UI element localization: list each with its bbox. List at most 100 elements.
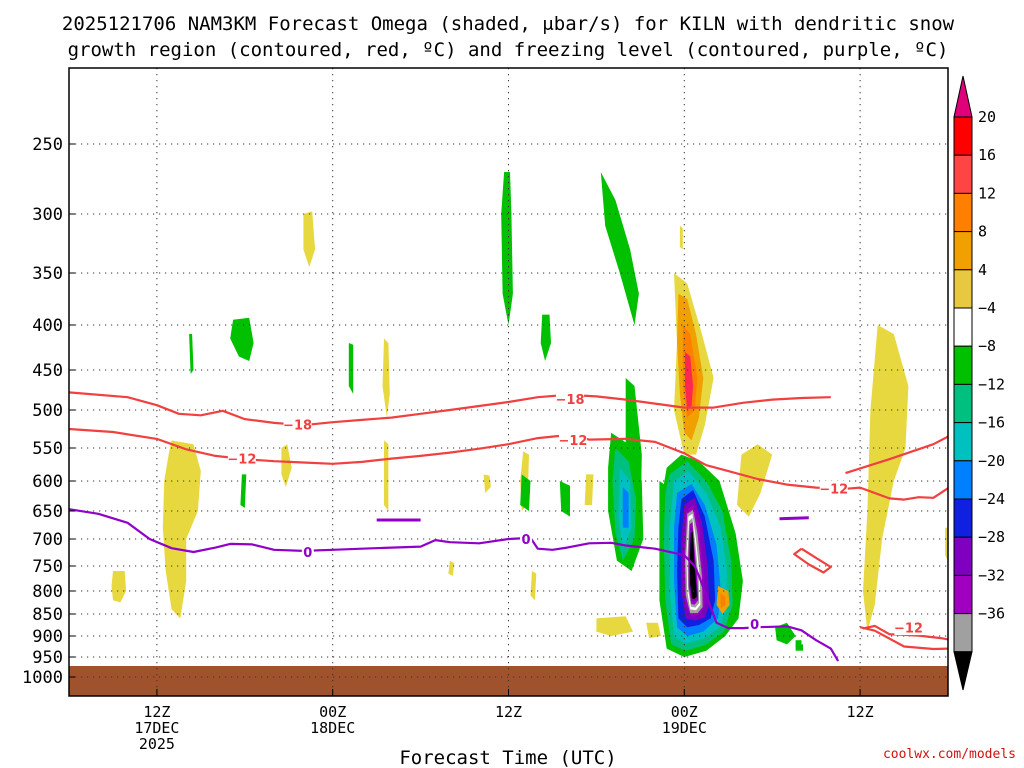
omega-region-53: [720, 593, 726, 609]
credit-link[interactable]: coolwx.com/models: [883, 747, 1016, 762]
omega-region-6: [530, 571, 537, 601]
omega-region-12: [596, 616, 633, 636]
omega-region-54: [795, 644, 803, 651]
omega-region-10: [737, 444, 773, 517]
omega-region-2: [303, 211, 316, 268]
colorbar-cell-5: [953, 307, 973, 347]
omega-region-23: [189, 334, 194, 374]
chart-title-line1: 2025121706 NAM3KM Forecast Omega (shaded…: [62, 13, 955, 35]
dgz-label--12-3: −12: [894, 622, 923, 637]
colorbar-label-8: −16: [978, 414, 1005, 432]
x-tick-label-6-2: 2025: [139, 735, 175, 753]
colorbar-label-9: −20: [978, 452, 1005, 470]
y-tick-label-900: 900: [32, 627, 63, 647]
colorbar-label-13: −36: [978, 605, 1005, 623]
dgz-label--18-0: −18: [283, 419, 312, 434]
colorbar-cell-3: [953, 231, 973, 271]
freezing-level-label-2-bg: [748, 616, 761, 632]
colorbar-cell-9: [953, 460, 973, 500]
omega-region-30: [775, 622, 796, 645]
colorbar-cell-8: [953, 422, 973, 462]
freezing-level-surface-segment-2: [779, 516, 809, 521]
dgz-contour-m18-line: [68, 391, 831, 427]
chart-title-line2: growth region (contoured, red, ºC) and f…: [68, 39, 949, 61]
omega-region-20: [540, 314, 551, 361]
dgz-label--18-1-bg: [556, 391, 585, 407]
colorbar-label-11: −28: [978, 528, 1005, 546]
dgz-contour-m12-right: [845, 435, 949, 475]
omega-region-51: [685, 352, 694, 410]
dgz-label--12-3-bg: [894, 620, 923, 636]
dgz-label--12-2: −12: [819, 482, 848, 497]
dgz-label--12-1-bg: [558, 432, 587, 448]
x-tick-label-42-1: 19DEC: [662, 719, 707, 737]
y-tick-label-550: 550: [32, 439, 63, 459]
colorbar-label-10: −24: [978, 490, 1005, 508]
temperature-contours: −18 −18 −12 −12 −12 −12 0 0 0: [68, 391, 949, 662]
y-tick-label-250: 250: [32, 135, 63, 155]
colorbar-label-1: 16: [978, 146, 996, 164]
plot-frame: [68, 67, 949, 697]
colorbar-label-12: −32: [978, 566, 1005, 584]
colorbar-label-3: 8: [978, 223, 987, 241]
y-tick-label-600: 600: [32, 472, 63, 492]
freezing-level-label-1: 0: [522, 533, 531, 548]
x-tick-label-6-0: 12Z: [143, 703, 170, 721]
y-tick-label-450: 450: [32, 361, 63, 381]
y-tick-label-650: 650: [32, 502, 63, 522]
y-tick-label-400: 400: [32, 316, 63, 336]
freezing-level-label-0-bg: [301, 544, 314, 560]
omega-shading: [111, 172, 948, 657]
x-tick-label-18-0: 00Z: [319, 703, 346, 721]
colorbar-cell-11: [953, 536, 973, 576]
omega-region-25: [240, 474, 247, 508]
omega-region-36: [622, 487, 629, 528]
dgz-label--12-1: −12: [558, 434, 587, 449]
y-tick-label-800: 800: [32, 582, 63, 602]
omega-region-17: [448, 560, 455, 576]
y-tick-label-700: 700: [32, 530, 63, 550]
colorbar-cell-2: [953, 192, 973, 233]
colorbar-top-arrow: [953, 75, 973, 118]
dgz-contour-m12-lower2: [859, 626, 949, 651]
x-tick-label-18-1: 18DEC: [310, 719, 355, 737]
colorbar-label-6: −8: [978, 337, 996, 355]
omega-region-27: [559, 481, 570, 517]
omega-region-22: [230, 317, 254, 361]
x-tick-label-30-0: 12Z: [495, 703, 522, 721]
x-tick-label-6-1: 17DEC: [134, 719, 179, 737]
colorbar-cell-13: [953, 613, 973, 653]
y-tick-label-750: 750: [32, 557, 63, 577]
freezing-level-label-0: 0: [303, 546, 312, 561]
omega-region-8: [384, 440, 389, 511]
colorbar-label-4: 4: [978, 261, 987, 279]
y-tick-label-350: 350: [32, 264, 63, 284]
x-tick-label-54-0: 12Z: [847, 703, 874, 721]
colorbar-cell-10: [953, 498, 973, 538]
y-tick-label-1000: 1000: [22, 668, 63, 688]
colorbar-label-0: 20: [978, 108, 996, 126]
dgz-label--12-0-bg: [227, 451, 256, 467]
omega-region-7: [382, 338, 390, 418]
x-tick-label-42-0: 00Z: [671, 703, 698, 721]
y-axis: 2503003504004505005506006507007508008509…: [22, 135, 75, 688]
y-tick-label-850: 850: [32, 605, 63, 625]
grid-lines: [69, 68, 948, 696]
omega-region-21: [600, 172, 639, 325]
colorbar-cell-12: [953, 574, 973, 615]
colorbar-bottom-arrow: [953, 651, 973, 691]
freezing-level-label-2: 0: [750, 618, 759, 633]
omega-region-16: [679, 225, 683, 250]
dgz-label--18-0-bg: [283, 417, 312, 433]
freezing-level-label-1-bg: [520, 531, 533, 547]
omega-region-24: [348, 343, 354, 394]
dgz-label--18-1: −18: [556, 393, 585, 408]
omega-region-0: [111, 571, 127, 603]
y-tick-label-500: 500: [32, 401, 63, 421]
colorbar-cell-4: [953, 269, 973, 309]
freezing-level-contour: [68, 508, 840, 662]
x-axis-title: Forecast Time (UTC): [399, 747, 616, 768]
omega-region-4: [483, 474, 491, 493]
colorbar-cell-6: [953, 345, 973, 385]
